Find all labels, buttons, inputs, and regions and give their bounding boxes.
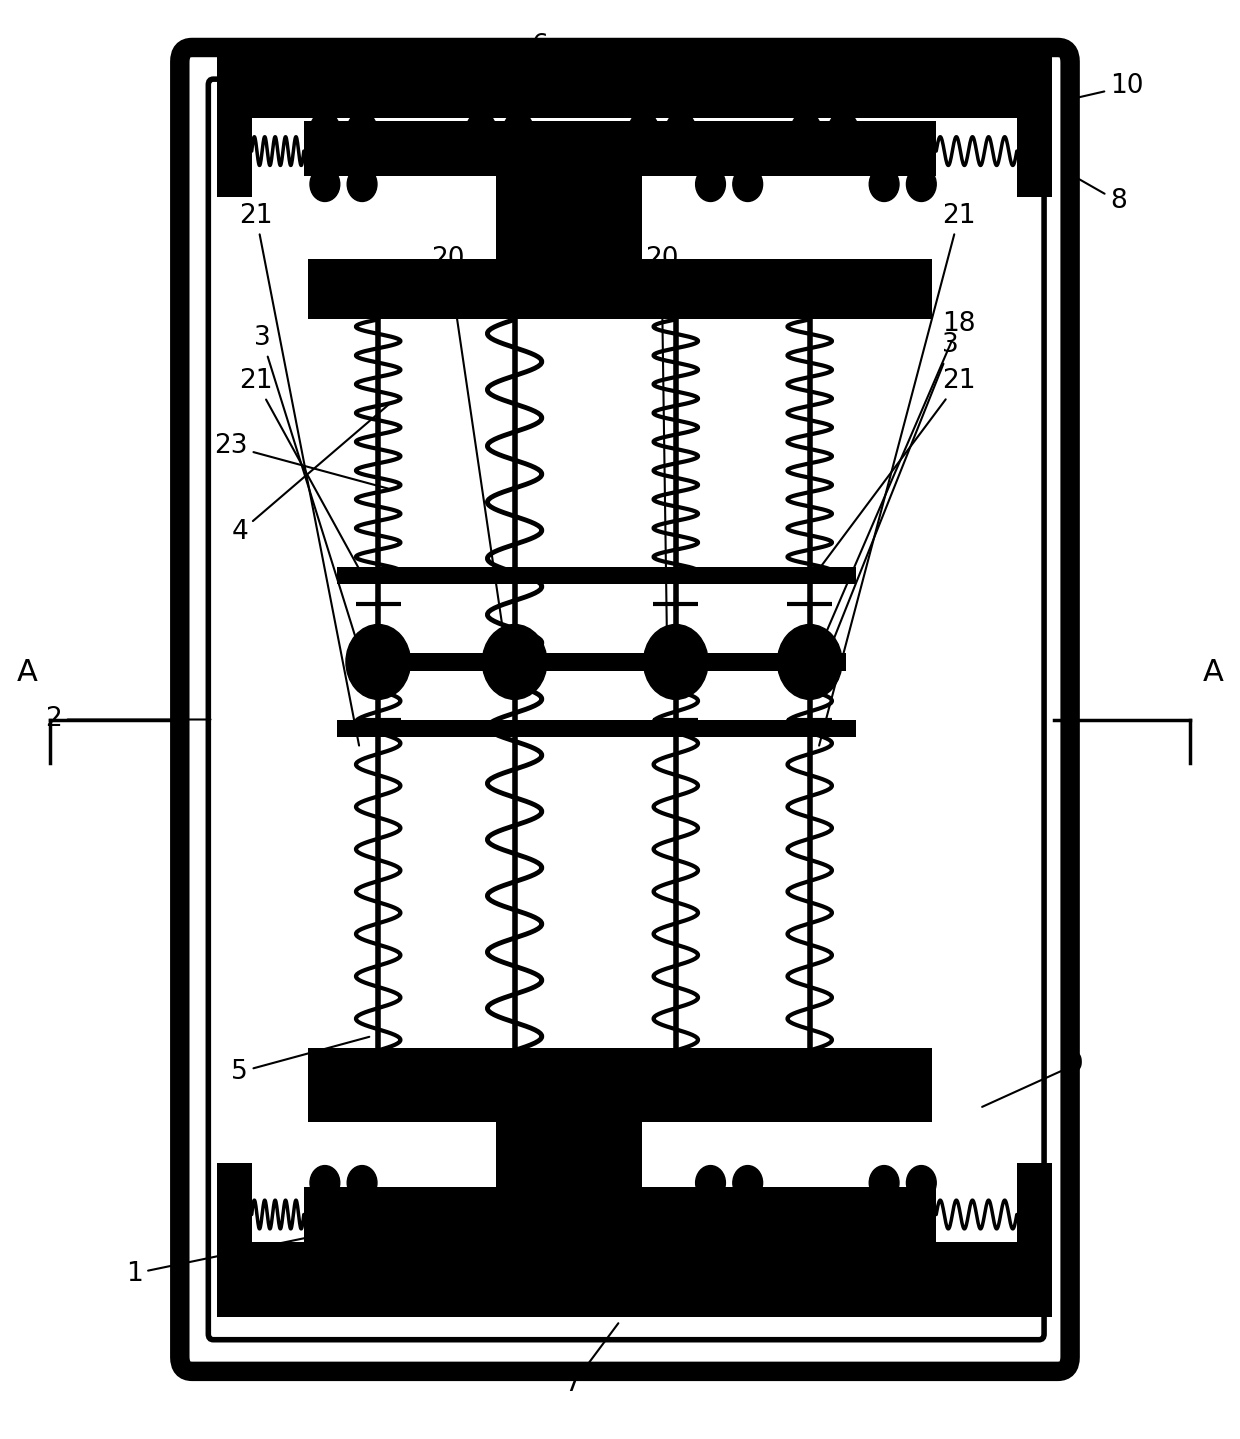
Text: 21: 21 (239, 368, 358, 567)
Circle shape (503, 112, 533, 147)
FancyBboxPatch shape (180, 47, 1070, 1371)
Text: 3: 3 (826, 332, 960, 659)
Circle shape (347, 1278, 377, 1312)
Circle shape (828, 1278, 858, 1312)
Circle shape (347, 112, 377, 147)
Bar (496, 1120, 642, 1194)
Circle shape (466, 112, 496, 147)
Text: 20: 20 (432, 246, 506, 648)
Text: 1: 1 (125, 1238, 305, 1286)
Circle shape (733, 167, 763, 201)
Circle shape (644, 625, 708, 699)
Text: 4: 4 (231, 404, 388, 545)
Circle shape (733, 1166, 763, 1200)
Bar (1017, 118, 1052, 197)
Text: 10: 10 (1066, 73, 1143, 101)
Circle shape (696, 167, 725, 201)
Text: 5: 5 (231, 1038, 370, 1085)
Bar (217, 118, 252, 197)
Circle shape (791, 1278, 821, 1312)
Text: 2: 2 (45, 707, 211, 732)
Bar (304, 1187, 936, 1242)
Circle shape (346, 625, 410, 699)
Circle shape (906, 167, 936, 201)
Text: 8: 8 (1063, 170, 1127, 214)
Bar (217, 1242, 1052, 1317)
Circle shape (666, 1278, 696, 1312)
Text: 7: 7 (564, 1324, 619, 1397)
Bar (347, 653, 846, 671)
Bar (1017, 1163, 1052, 1242)
Bar (308, 259, 932, 319)
Circle shape (310, 167, 340, 201)
Circle shape (310, 112, 340, 147)
Text: 6: 6 (531, 33, 565, 101)
Text: 21: 21 (820, 368, 976, 567)
Circle shape (777, 625, 842, 699)
Text: 18: 18 (820, 311, 976, 648)
Text: 3: 3 (253, 325, 358, 648)
Circle shape (906, 1166, 936, 1200)
Circle shape (869, 167, 899, 201)
Bar (217, 1163, 252, 1242)
Text: 23: 23 (215, 433, 388, 488)
Circle shape (347, 1166, 377, 1200)
Circle shape (310, 1166, 340, 1200)
Circle shape (828, 112, 858, 147)
Bar (337, 720, 856, 737)
Text: A: A (17, 658, 37, 686)
Text: 9: 9 (982, 1052, 1084, 1107)
Bar (304, 121, 936, 176)
Circle shape (629, 112, 658, 147)
FancyBboxPatch shape (208, 79, 1044, 1340)
Circle shape (482, 625, 547, 699)
Circle shape (869, 1166, 899, 1200)
Bar (337, 567, 856, 584)
Text: 21: 21 (820, 203, 976, 745)
Circle shape (466, 1278, 496, 1312)
Circle shape (629, 1278, 658, 1312)
Circle shape (310, 1278, 340, 1312)
Bar (496, 173, 642, 262)
Circle shape (347, 167, 377, 201)
Circle shape (666, 112, 696, 147)
Circle shape (791, 112, 821, 147)
Circle shape (503, 1278, 533, 1312)
Text: 21: 21 (239, 203, 360, 745)
Bar (217, 43, 1052, 118)
Circle shape (696, 1166, 725, 1200)
Bar (308, 1048, 932, 1122)
Text: 20: 20 (645, 246, 678, 648)
Text: A: A (1203, 658, 1223, 686)
